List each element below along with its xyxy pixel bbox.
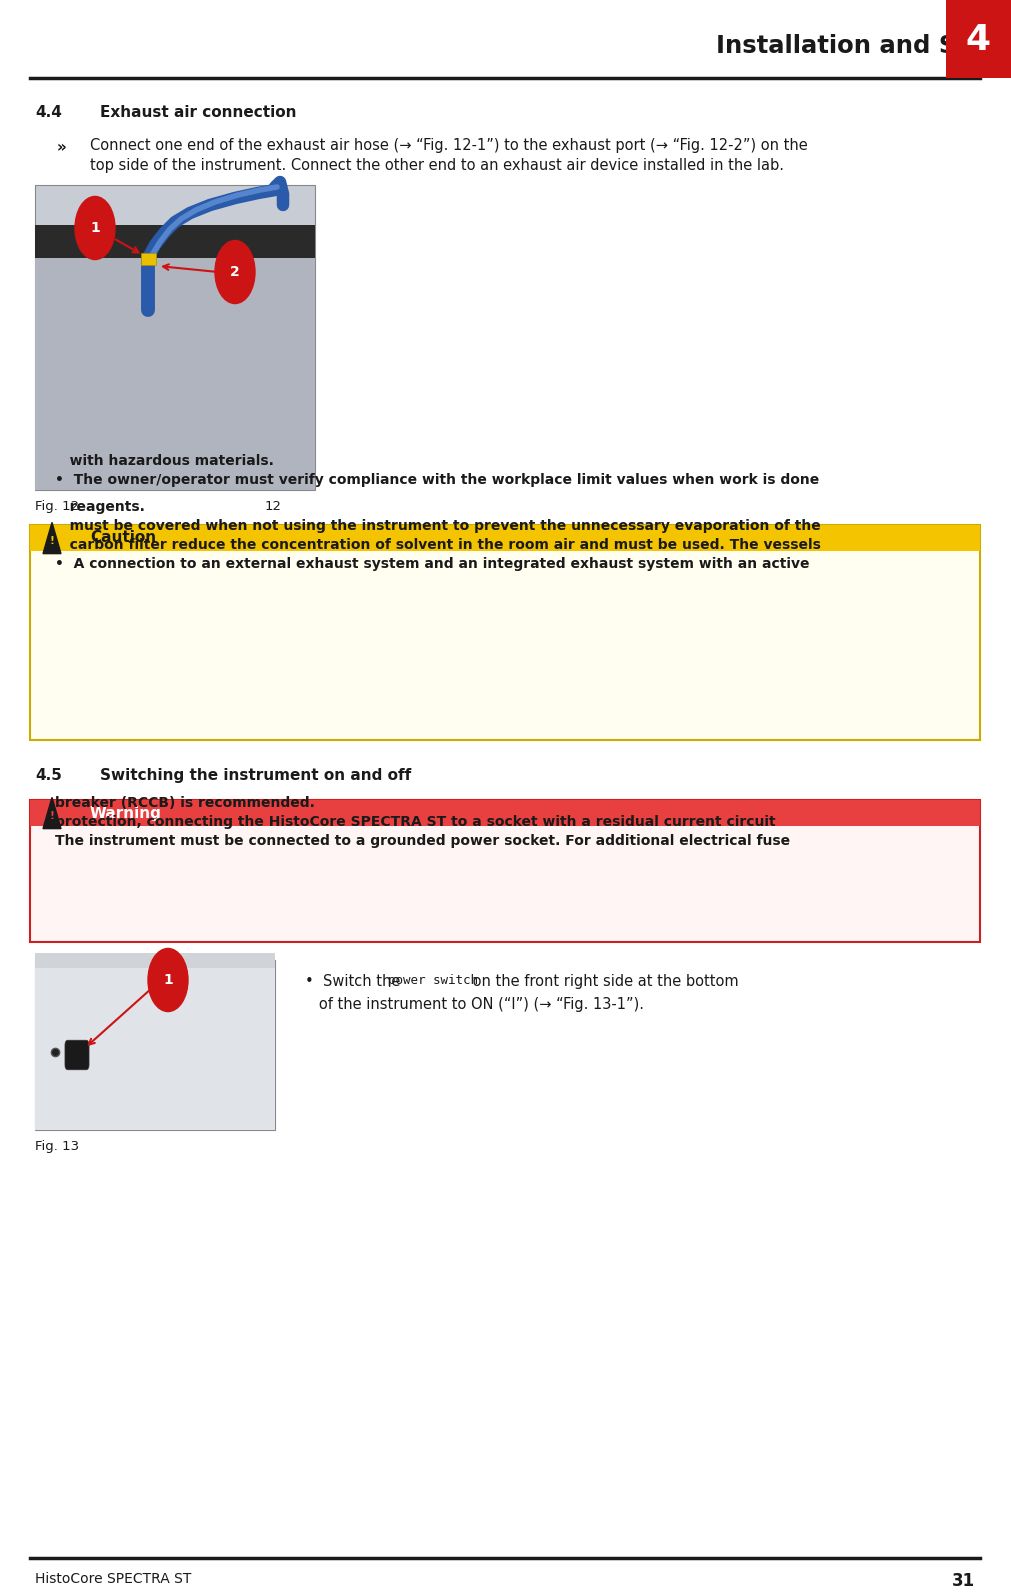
Text: •  The owner/operator must verify compliance with the workplace limit values whe: • The owner/operator must verify complia… [55,474,819,488]
FancyBboxPatch shape [65,1040,89,1070]
Text: breaker (RCCB) is recommended.: breaker (RCCB) is recommended. [55,796,314,810]
Text: Connect one end of the exhaust air hose (→ “Fig. 12-1”) to the exhaust port (→ “: Connect one end of the exhaust air hose … [90,139,808,153]
Text: 31: 31 [952,1573,975,1590]
FancyBboxPatch shape [946,0,1011,78]
FancyBboxPatch shape [30,801,980,826]
Circle shape [75,196,115,260]
Text: with hazardous materials.: with hazardous materials. [55,455,274,469]
Text: 4: 4 [966,22,991,57]
Circle shape [148,949,188,1011]
FancyBboxPatch shape [35,952,275,968]
Polygon shape [43,798,61,829]
Text: •  A connection to an external exhaust system and an integrated exhaust system w: • A connection to an external exhaust sy… [55,557,810,571]
Text: power switch: power switch [388,975,478,987]
Text: on the front right side at the bottom: on the front right side at the bottom [468,975,739,989]
Text: !: ! [50,536,55,545]
Text: Fig. 12: Fig. 12 [35,499,79,514]
FancyBboxPatch shape [35,258,315,490]
Text: Fig. 13: Fig. 13 [35,1140,79,1153]
Text: HistoCore SPECTRA ST: HistoCore SPECTRA ST [35,1573,191,1585]
Text: •  Switch the: • Switch the [305,975,405,989]
Text: 2: 2 [231,265,240,279]
Text: reagents.: reagents. [55,499,145,514]
Text: 12: 12 [265,499,282,514]
Text: must be covered when not using the instrument to prevent the unnecessary evapora: must be covered when not using the instr… [55,518,821,533]
Text: 4.5: 4.5 [35,769,62,783]
Text: protection, connecting the HistoCore SPECTRA ST to a socket with a residual curr: protection, connecting the HistoCore SPE… [55,815,775,829]
Polygon shape [43,523,61,553]
Text: !: ! [50,812,55,821]
Text: 1: 1 [163,973,173,987]
FancyBboxPatch shape [35,960,275,1129]
Text: »: » [58,140,67,155]
FancyBboxPatch shape [30,801,980,943]
Text: Exhaust air connection: Exhaust air connection [100,105,296,120]
Text: Installation and Starting up: Installation and Starting up [716,33,1011,57]
Text: top side of the instrument. Connect the other end to an exhaust air device insta: top side of the instrument. Connect the … [90,158,784,172]
Text: carbon filter reduce the concentration of solvent in the room air and must be us: carbon filter reduce the concentration o… [55,538,821,552]
FancyBboxPatch shape [35,225,315,258]
Text: Warning: Warning [90,805,162,820]
FancyBboxPatch shape [35,185,315,490]
FancyBboxPatch shape [35,968,275,1129]
FancyBboxPatch shape [30,525,980,740]
Circle shape [215,241,255,303]
Text: Switching the instrument on and off: Switching the instrument on and off [100,769,411,783]
Text: Caution: Caution [90,531,156,545]
Text: 4.4: 4.4 [35,105,62,120]
FancyBboxPatch shape [141,254,156,265]
FancyBboxPatch shape [30,525,980,550]
Text: of the instrument to ON (“I”) (→ “Fig. 13-1”).: of the instrument to ON (“I”) (→ “Fig. 1… [305,997,644,1011]
Text: The instrument must be connected to a grounded power socket. For additional elec: The instrument must be connected to a gr… [55,834,791,849]
Text: 1: 1 [90,222,100,234]
